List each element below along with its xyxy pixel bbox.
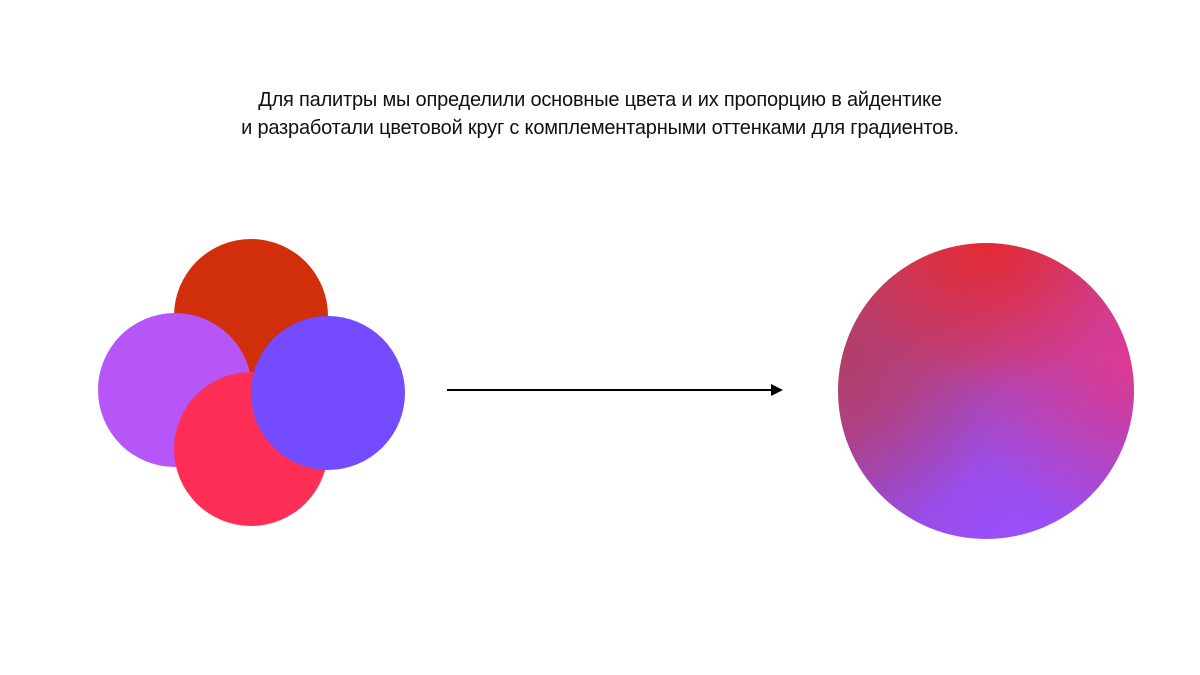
arrowhead-icon xyxy=(771,384,783,396)
caption-line-1: Для палитры мы определили основные цвета… xyxy=(258,89,942,111)
caption: Для палитры мы определили основные цвета… xyxy=(0,86,1200,142)
arrow-right-icon xyxy=(447,389,773,391)
gradient-color-circle xyxy=(838,243,1134,539)
caption-line-2: и разработали цветовой круг с комплемент… xyxy=(241,117,959,139)
color-circle-blue xyxy=(251,316,405,470)
